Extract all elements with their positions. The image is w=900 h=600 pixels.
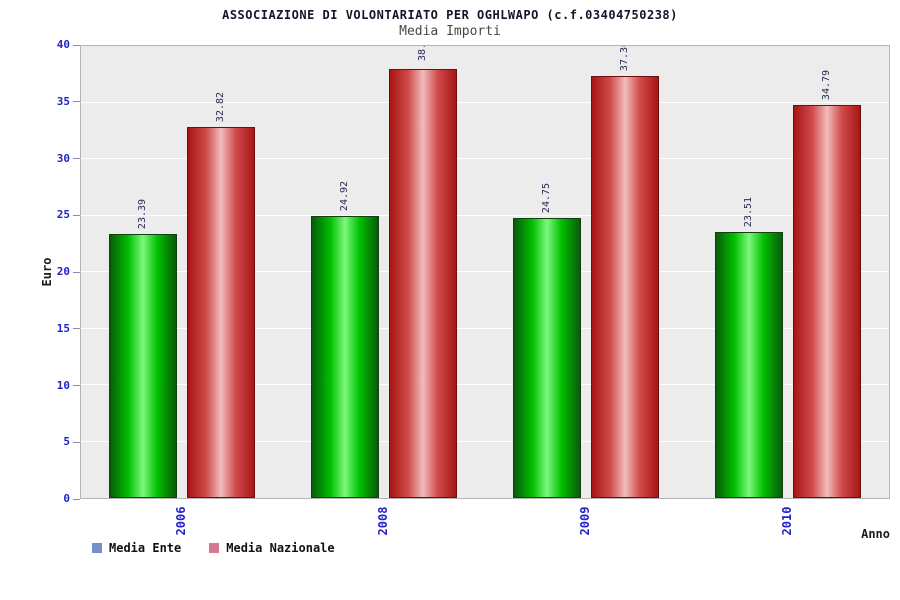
x-axis-labels: 2006 2008 2009 2010 (80, 503, 890, 545)
bar-value-label: 23.51 (743, 197, 754, 228)
y-tick-label: 0 (63, 492, 70, 505)
y-tick-mark (73, 44, 80, 46)
y-tick-label: 30 (56, 151, 70, 165)
y-tick-label: 5 (63, 435, 70, 449)
bar-value-label: 32.82 (215, 92, 226, 123)
legend-item: Media Nazionale (209, 541, 335, 555)
bar-media-nazionale-2006 (187, 127, 255, 498)
y-tick-mark (73, 271, 80, 273)
bar-media-ente-2006 (109, 233, 177, 498)
legend-swatch-icon (92, 543, 102, 553)
bar-value-label: 37.36 (619, 45, 630, 71)
bar-value-label: 34.79 (821, 69, 832, 100)
y-tick-label: 40 (56, 38, 70, 51)
bar-value-label: 24.92 (339, 181, 350, 212)
y-axis-labels: 0 5 10 15 20 25 30 35 40 (0, 38, 70, 505)
gridline (81, 327, 889, 329)
y-tick-mark (73, 385, 80, 386)
x-category-label: 2009 (578, 506, 592, 536)
bar-media-ente-2009 (513, 218, 581, 498)
bar-media-ente-2008 (311, 216, 379, 498)
x-category-label: 2010 (780, 506, 794, 536)
legend-label: Media Ente (109, 541, 182, 555)
bar-media-ente-2010 (715, 232, 783, 498)
y-tick-mark (73, 214, 80, 216)
bar-value-label: 24.75 (541, 183, 552, 214)
bar-value-label: 38.0 (417, 45, 428, 61)
y-tick-mark (73, 441, 80, 443)
y-tick-label: 20 (56, 265, 70, 278)
gridline (81, 440, 889, 442)
gridline (81, 271, 889, 272)
gridline (81, 384, 889, 385)
y-tick-label: 15 (56, 321, 70, 335)
gridline (81, 158, 889, 159)
bar-media-nazionale-2009 (591, 75, 659, 498)
y-tick-mark (73, 498, 80, 500)
bar-value-label: 23.39 (137, 198, 148, 229)
chart-subtitle: Media Importi (399, 24, 501, 39)
plot-area: 23.39 32.82 24.92 38.0 24.75 37.36 23.51 34.79 (80, 45, 890, 499)
bar-media-nazionale-2010 (793, 104, 861, 498)
y-tick-label: 10 (56, 378, 70, 392)
x-category-label: 2008 (376, 506, 390, 536)
y-tick-label: 35 (56, 94, 70, 108)
legend-label: Media Nazionale (226, 541, 335, 555)
legend: Media Ente Media Nazionale (92, 541, 335, 555)
y-tick-mark (73, 158, 80, 159)
chart-title: ASSOCIAZIONE DI VOLONTARIATO PER OGHLWAP… (222, 8, 678, 22)
y-tick-label: 25 (56, 208, 70, 222)
gridline (81, 101, 889, 103)
bar-media-nazionale-2008 (389, 68, 457, 498)
y-tick-mark (73, 328, 80, 330)
y-axis-ticks (73, 44, 80, 500)
legend-item: Media Ente (92, 541, 181, 555)
legend-swatch-icon (209, 543, 220, 553)
gridline (81, 214, 889, 216)
x-axis-title: Anno (861, 527, 890, 541)
y-tick-mark (73, 101, 80, 103)
